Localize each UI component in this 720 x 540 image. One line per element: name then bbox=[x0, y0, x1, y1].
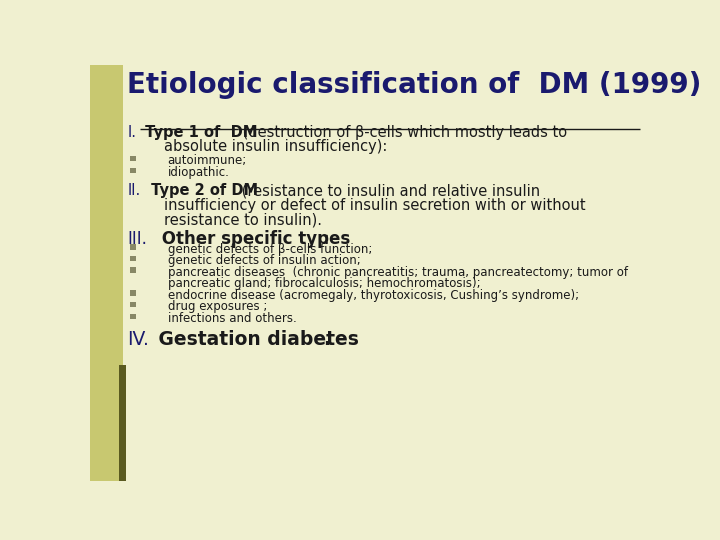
Text: .: . bbox=[323, 330, 330, 349]
Text: drug exposures ;: drug exposures ; bbox=[168, 300, 267, 313]
Text: IV.: IV. bbox=[127, 330, 149, 349]
Text: (resistance to insulin and relative insulin: (resistance to insulin and relative insu… bbox=[238, 184, 541, 198]
Text: Type 1 of  DM: Type 1 of DM bbox=[140, 125, 257, 140]
Bar bbox=[120, 365, 126, 481]
Bar bbox=[130, 302, 136, 307]
Bar bbox=[130, 244, 136, 249]
Bar bbox=[130, 314, 136, 319]
Text: resistance to insulin).: resistance to insulin). bbox=[163, 213, 322, 228]
Text: pancreatic diseases  (chronic pancreatitis; trauma, pancreatectomy; tumor of: pancreatic diseases (chronic pancreatiti… bbox=[168, 266, 628, 279]
Bar bbox=[130, 168, 136, 173]
Text: pancreatic gland; fibrocalculosis; hemochromatosis);: pancreatic gland; fibrocalculosis; hemoc… bbox=[168, 278, 480, 291]
Text: insufficiency or defect of insulin secretion with or without: insufficiency or defect of insulin secre… bbox=[163, 198, 585, 213]
Text: endocrine disease (acromegaly, thyrotoxicosis, Cushing’s syndrome);: endocrine disease (acromegaly, thyrotoxi… bbox=[168, 289, 579, 302]
Text: I.: I. bbox=[127, 125, 136, 140]
Text: absolute insulin insufficiency):: absolute insulin insufficiency): bbox=[163, 139, 387, 154]
Text: (destruction of β-cells which mostly leads to: (destruction of β-cells which mostly lea… bbox=[238, 125, 567, 140]
Bar bbox=[130, 291, 136, 296]
Text: idiopathic.: idiopathic. bbox=[168, 166, 230, 179]
Text: Etiologic classification of  DM (1999): Etiologic classification of DM (1999) bbox=[127, 71, 701, 99]
Text: infections and others.: infections and others. bbox=[168, 312, 296, 325]
Text: autoimmune;: autoimmune; bbox=[168, 154, 247, 167]
Bar bbox=[130, 256, 136, 261]
Bar bbox=[90, 65, 122, 481]
Bar bbox=[130, 156, 136, 161]
Text: Other specific types: Other specific types bbox=[156, 230, 351, 247]
Text: III.: III. bbox=[127, 230, 147, 247]
Text: II.: II. bbox=[127, 184, 140, 198]
Text: genetic defects of β-cells function;: genetic defects of β-cells function; bbox=[168, 242, 372, 255]
Text: Type 2 of DM: Type 2 of DM bbox=[146, 184, 258, 198]
Text: genetic defects of insulin action;: genetic defects of insulin action; bbox=[168, 254, 360, 267]
Text: Gestation diabetes: Gestation diabetes bbox=[152, 330, 359, 349]
Bar bbox=[130, 267, 136, 273]
Text: :: : bbox=[324, 230, 330, 247]
